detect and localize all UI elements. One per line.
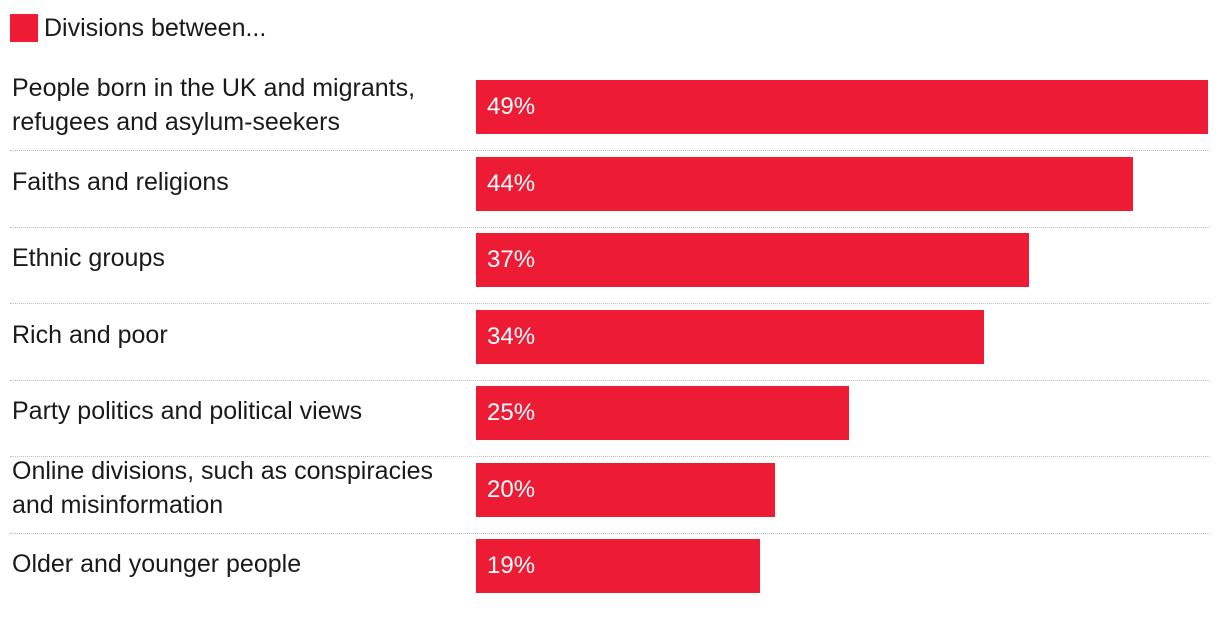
- bar-value-label: 37%: [487, 246, 536, 273]
- bar: 49%: [476, 80, 1208, 134]
- row-divider: [10, 380, 1210, 381]
- bar: 44%: [476, 156, 1133, 211]
- category-label: Faiths and religions: [12, 167, 229, 196]
- row-divider: [10, 150, 1210, 151]
- category-label: Ethnic groups: [12, 244, 165, 272]
- bar: 20%: [476, 462, 775, 517]
- bar: 19%: [476, 539, 760, 593]
- category-label: Older and younger people: [12, 550, 302, 578]
- bar-value-label: 44%: [487, 169, 536, 197]
- category-label: Party politics and political views: [12, 397, 363, 425]
- bar: 34%: [476, 309, 984, 364]
- bar-value-label: 25%: [487, 399, 536, 426]
- category-label: Online divisions, such as conspiracies an…: [12, 456, 434, 519]
- category-label: Rich and poor: [12, 320, 168, 349]
- legend-label: Divisions between...: [44, 14, 267, 42]
- bar-value-label: 19%: [487, 552, 536, 579]
- row-divider: [10, 227, 1210, 228]
- category-label: People born in the UK and migrants, refug…: [12, 74, 416, 136]
- row-divider: [10, 456, 1210, 457]
- bar-value-label: 34%: [487, 322, 536, 350]
- bar-value-label: 20%: [487, 475, 536, 503]
- bar-value-label: 49%: [487, 93, 536, 120]
- bar: 25%: [476, 386, 849, 440]
- legend: Divisions between...: [10, 12, 266, 44]
- legend-swatch: [10, 14, 38, 42]
- bar: 37%: [476, 233, 1029, 287]
- row-divider: [10, 533, 1210, 534]
- row-divider: [10, 303, 1210, 304]
